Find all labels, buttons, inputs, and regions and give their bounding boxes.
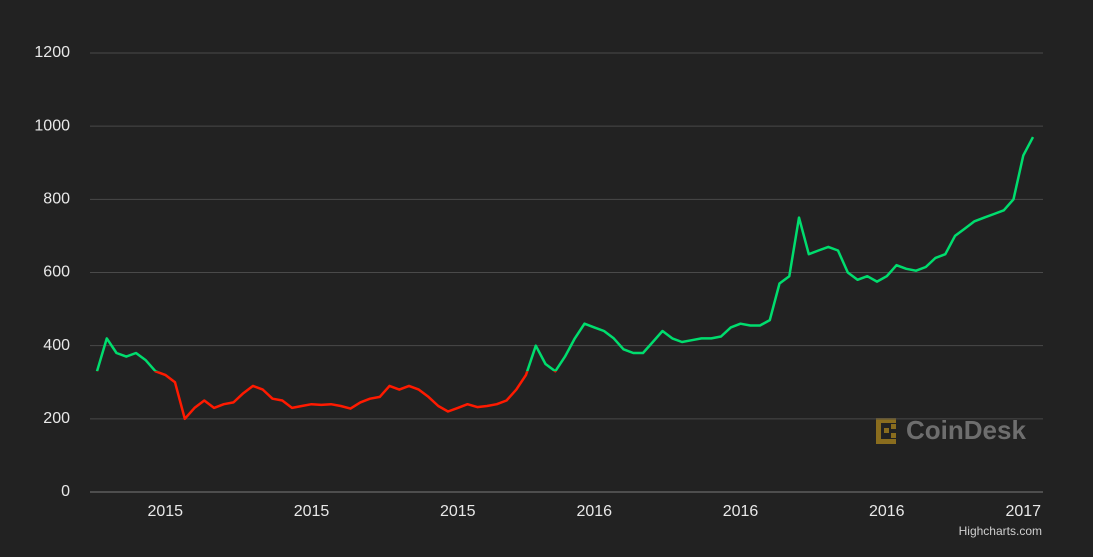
y-tick-label: 1200	[34, 44, 70, 61]
x-tick-label: 2016	[576, 503, 612, 520]
x-tick-label: 2016	[723, 503, 759, 520]
y-tick-label: 0	[61, 483, 70, 500]
y-tick-label: 800	[43, 191, 70, 208]
y-tick-label: 600	[43, 264, 70, 281]
y-tick-label: 1000	[34, 117, 70, 134]
watermark: CoinDesk	[906, 415, 1026, 445]
x-tick-label: 2017	[1005, 503, 1041, 520]
x-tick-label: 2015	[294, 503, 330, 520]
y-tick-label: 200	[43, 410, 70, 427]
x-tick-label: 2015	[440, 503, 476, 520]
y-tick-label: 400	[43, 337, 70, 354]
coindesk-logo	[876, 418, 896, 444]
x-tick-label: 2016	[869, 503, 905, 520]
x-tick-label: 2015	[147, 503, 183, 520]
price-line-below	[96, 371, 557, 421]
price-line-above	[95, 136, 1035, 372]
credits: Highcharts.com	[959, 524, 1042, 538]
